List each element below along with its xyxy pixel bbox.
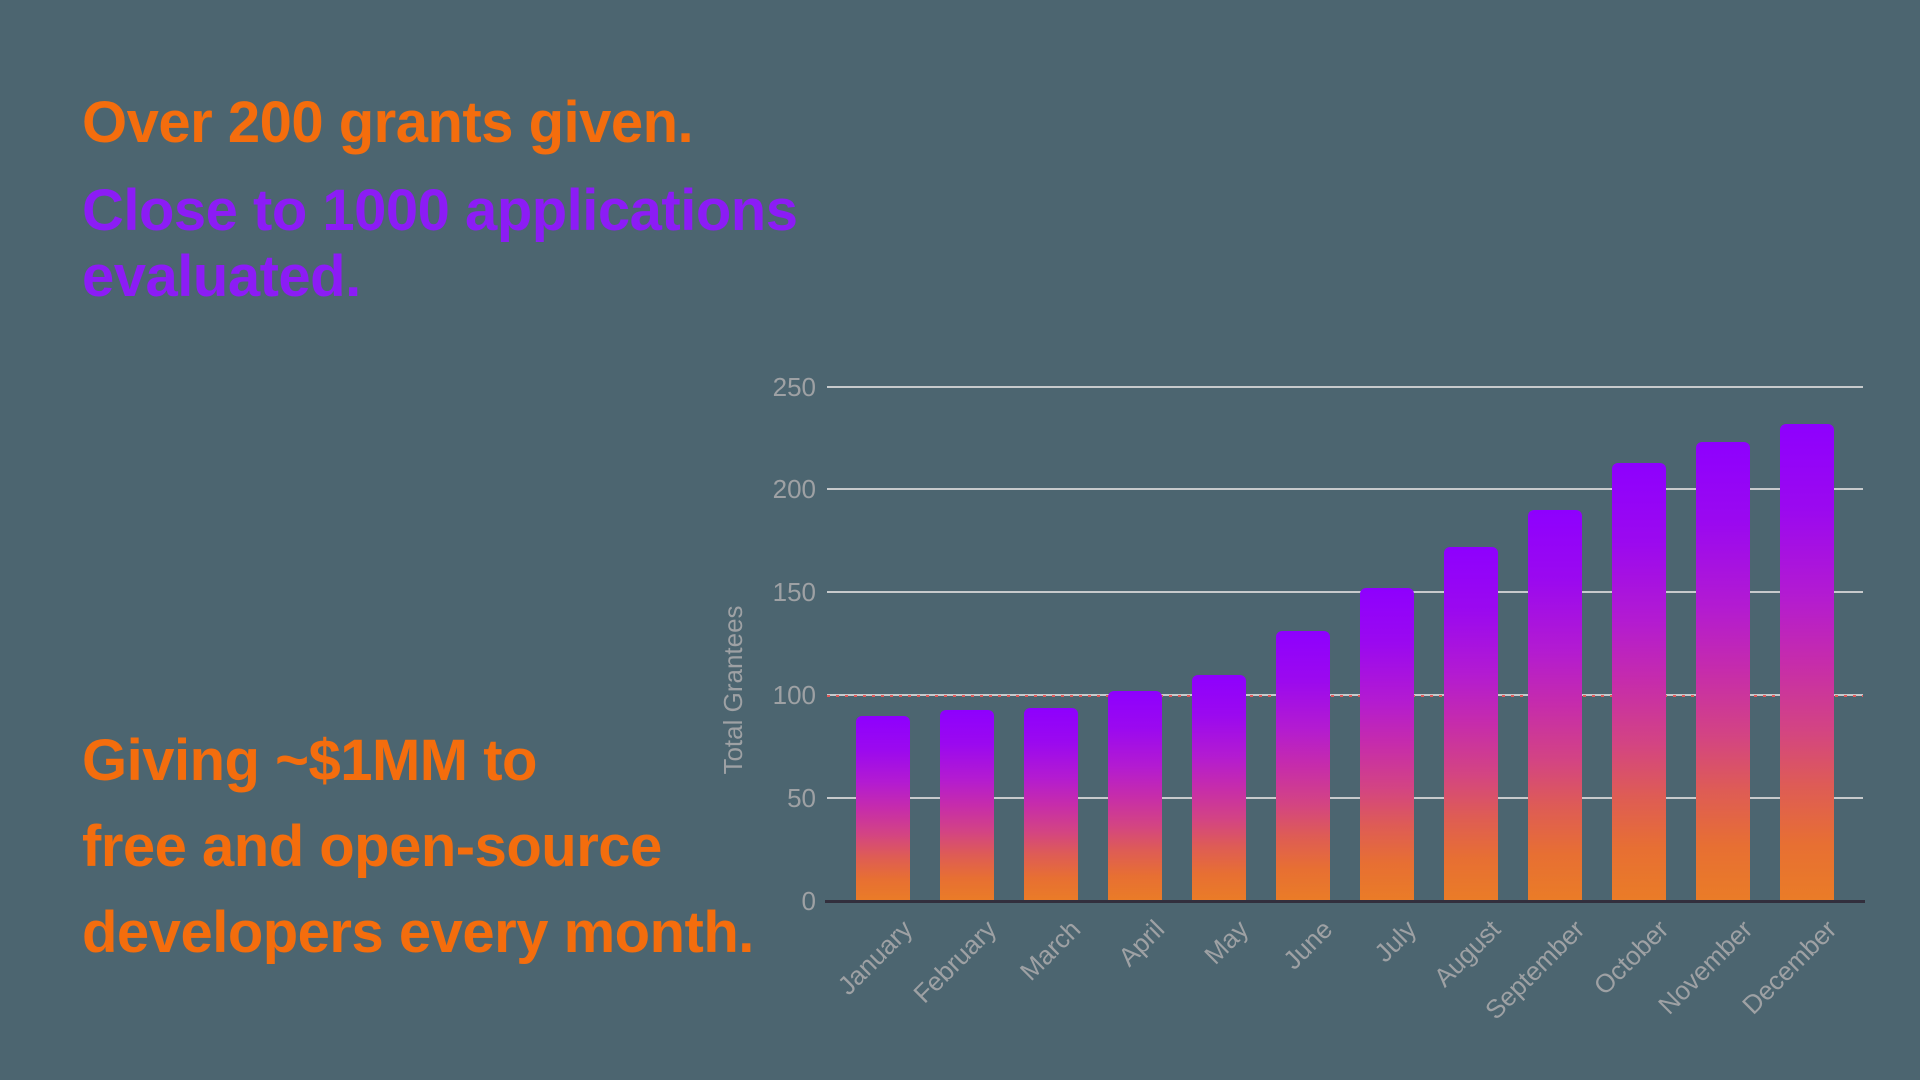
reference-line-100 — [827, 695, 1863, 698]
y-tick-label-200: 200 — [772, 474, 816, 505]
headline-grants-given: Over 200 grants given. — [82, 90, 694, 155]
bar-april — [1108, 691, 1162, 901]
bar-july — [1360, 588, 1414, 901]
bar-january — [856, 715, 910, 901]
gridline-50 — [827, 797, 1863, 800]
gridline-200 — [827, 488, 1863, 491]
headline-giving-line-3: developers every month. — [82, 900, 754, 965]
bar-august — [1444, 547, 1498, 901]
y-tick-label-150: 150 — [772, 577, 816, 608]
headline-applications-line-2: evaluated. — [82, 244, 361, 309]
gridline-150 — [827, 591, 1863, 594]
headline-giving-amount: Giving ~$1MM to free and open-source dev… — [82, 718, 754, 976]
bar-october — [1612, 462, 1666, 901]
x-axis-line — [825, 900, 1865, 903]
bar-may — [1192, 674, 1246, 901]
x-tick-label-january: January — [831, 914, 919, 1001]
bar-december — [1780, 423, 1834, 901]
y-tick-label-50: 50 — [787, 783, 816, 814]
bar-february — [940, 709, 994, 901]
bar-june — [1276, 631, 1330, 901]
headline-applications-line-1: Close to 1000 applications — [82, 178, 798, 243]
y-tick-label-100: 100 — [772, 680, 816, 711]
bar-november — [1696, 442, 1750, 901]
headline-giving-line-1: Giving ~$1MM to — [82, 728, 537, 793]
gridline-250 — [827, 385, 1863, 388]
y-tick-label-0: 0 — [801, 886, 816, 916]
bar-september — [1528, 509, 1582, 901]
y-tick-label-250: 250 — [772, 371, 816, 402]
headline-applications-evaluated: Close to 1000 applications evaluated. — [82, 178, 798, 310]
bar-march — [1024, 707, 1078, 901]
headline-giving-line-2: free and open-source — [82, 814, 662, 879]
